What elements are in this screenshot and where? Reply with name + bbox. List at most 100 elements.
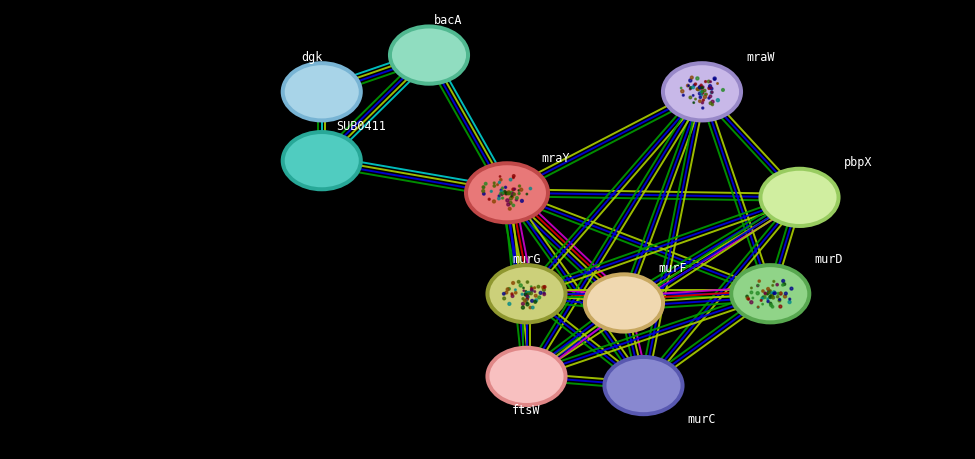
Point [530, 283, 546, 291]
Ellipse shape [464, 161, 550, 224]
Point [516, 287, 531, 294]
Point [476, 184, 491, 191]
Point [750, 290, 765, 297]
Point [775, 277, 791, 285]
Point [765, 282, 781, 289]
Ellipse shape [468, 165, 546, 220]
Point [494, 190, 510, 197]
Ellipse shape [606, 359, 681, 412]
Point [493, 186, 509, 194]
Point [701, 84, 717, 92]
Point [521, 290, 536, 297]
Point [704, 89, 720, 96]
Point [701, 78, 717, 85]
Point [519, 291, 534, 298]
Point [684, 74, 700, 81]
Point [491, 195, 507, 202]
Point [520, 293, 535, 301]
Point [695, 88, 711, 95]
Point [522, 290, 537, 297]
Point [537, 283, 553, 291]
Point [536, 290, 552, 297]
Point [702, 83, 718, 90]
Point [487, 198, 502, 205]
Point [499, 197, 515, 204]
Text: murD: murD [814, 253, 843, 266]
Point [525, 297, 540, 305]
Point [762, 293, 778, 301]
Point [500, 201, 516, 208]
Point [765, 294, 781, 301]
Point [760, 285, 776, 292]
Point [515, 291, 530, 298]
Point [705, 98, 721, 106]
Point [694, 88, 710, 95]
Point [690, 85, 706, 93]
Ellipse shape [486, 263, 567, 325]
Point [532, 289, 548, 297]
Point [683, 84, 699, 91]
Point [698, 78, 714, 85]
Point [769, 281, 785, 288]
Point [764, 293, 780, 300]
Text: bacA: bacA [434, 14, 463, 27]
Ellipse shape [733, 267, 807, 320]
Point [524, 286, 539, 294]
Point [511, 187, 526, 194]
Text: murC: murC [687, 414, 717, 426]
Point [685, 84, 701, 91]
Point [505, 193, 521, 201]
Point [716, 86, 731, 94]
Point [498, 289, 514, 296]
Point [520, 296, 535, 303]
Point [489, 181, 505, 188]
Point [516, 284, 531, 291]
Ellipse shape [392, 28, 466, 82]
Point [501, 188, 517, 196]
Point [524, 283, 539, 291]
Point [694, 91, 710, 99]
Point [514, 197, 529, 205]
Point [500, 285, 516, 293]
Point [524, 285, 539, 292]
Text: mraY: mraY [541, 152, 570, 165]
Point [523, 185, 538, 192]
Point [767, 290, 783, 297]
Point [535, 284, 551, 291]
Text: pbpX: pbpX [843, 157, 873, 169]
Point [506, 172, 522, 179]
Point [752, 277, 767, 285]
Point [487, 182, 502, 190]
Point [507, 190, 523, 198]
Point [496, 295, 512, 302]
Point [703, 84, 719, 91]
Point [770, 293, 786, 300]
Ellipse shape [762, 171, 837, 224]
Point [695, 104, 711, 112]
Point [697, 87, 713, 94]
Point [509, 194, 525, 202]
Point [775, 281, 791, 289]
Point [497, 189, 513, 196]
Point [703, 93, 719, 100]
Point [518, 288, 533, 295]
Ellipse shape [587, 276, 661, 330]
Point [518, 291, 533, 298]
Point [505, 190, 521, 197]
Point [681, 82, 696, 90]
Point [525, 304, 540, 311]
Point [506, 202, 522, 209]
Point [498, 184, 514, 191]
Point [493, 188, 509, 195]
Point [682, 85, 698, 93]
Point [494, 195, 510, 202]
Ellipse shape [486, 346, 567, 407]
Point [674, 84, 689, 92]
Point [764, 303, 780, 310]
Point [773, 289, 789, 297]
Point [784, 285, 800, 292]
Point [501, 300, 517, 308]
Point [476, 190, 491, 197]
Point [685, 92, 701, 99]
Point [754, 297, 769, 304]
